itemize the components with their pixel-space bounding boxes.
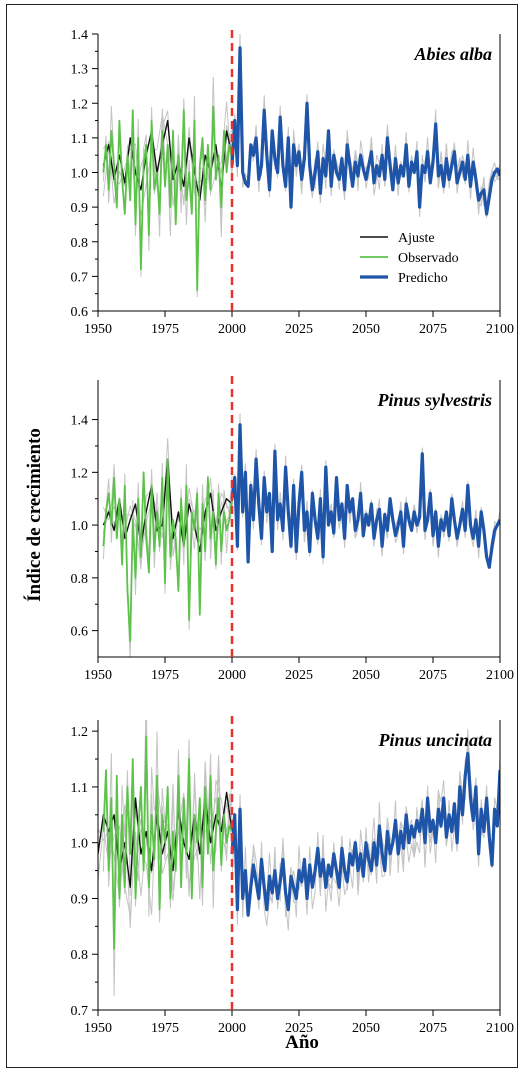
- series-lines: [102, 46, 500, 292]
- y-tick-label: 0.7: [71, 1004, 89, 1019]
- x-tick-label: 1950: [84, 1021, 112, 1036]
- y-tick-label: 1.0: [71, 167, 89, 182]
- ensemble-line: [98, 761, 233, 916]
- legend-label-observado: Observado: [398, 251, 459, 266]
- y-tick-label: 1.1: [71, 781, 89, 796]
- ensemble-line: [102, 720, 233, 926]
- legend: Ajuste Observado Predicho: [360, 231, 459, 286]
- y-tick-label: 1.1: [71, 132, 89, 147]
- series-line-observado: [102, 458, 233, 643]
- x-tick-label: 2100: [486, 1021, 514, 1036]
- chart-title: Abies alba: [413, 44, 492, 64]
- y-tick-label: 0.9: [71, 892, 89, 907]
- y-axis-label: Índice de crecimiento: [23, 428, 45, 602]
- legend-label-predicho: Predicho: [398, 271, 448, 286]
- x-tick-label: 1975: [151, 668, 179, 683]
- x-tick-label: 2025: [285, 668, 313, 683]
- x-tick-label: 2050: [352, 322, 380, 337]
- series-line-predicho: [230, 46, 500, 216]
- series-lines: [102, 423, 500, 643]
- x-tick-label: 2050: [352, 1021, 380, 1036]
- x-tick-label: 2025: [285, 1021, 313, 1036]
- x-axis-label: Año: [285, 1032, 319, 1053]
- series-line-observado: [102, 105, 233, 292]
- chart-panel-3: 0.7 0.8 0.9 1.0 1.1 1.2 1950 1975 2000 2025 2050 20…: [71, 716, 514, 1036]
- series-line-observado: [102, 735, 233, 950]
- x-tick-label: 2075: [419, 1021, 447, 1036]
- x-tick-label: 2100: [486, 668, 514, 683]
- x-tick-label: 1975: [151, 322, 179, 337]
- x-tick-label: 1950: [84, 322, 112, 337]
- chart-title: Pinus sylvestris: [376, 390, 492, 410]
- y-tick-label: 1.0: [71, 837, 89, 852]
- y-tick-label: 1.4: [71, 28, 89, 43]
- x-tick-label: 2000: [218, 1021, 246, 1036]
- y-tick-label: 0.6: [71, 305, 89, 320]
- x-tick-label: 2100: [486, 322, 514, 337]
- y-tick-label: 1.2: [71, 97, 89, 112]
- x-tick-label: 1950: [84, 668, 112, 683]
- y-tick-label: 1.0: [71, 519, 89, 534]
- series-lines: [98, 735, 500, 950]
- y-tick-label: 0.8: [71, 948, 89, 963]
- y-tick-label: 0.6: [71, 625, 89, 640]
- y-tick-label: 0.8: [71, 236, 89, 251]
- y-tick-label: 0.7: [71, 270, 89, 285]
- series-line-predicho: [230, 751, 500, 917]
- y-tick-label: 1.4: [71, 414, 89, 429]
- chart-panel-2: 0.6 0.8 1.0 1.2 1.4 1950 1975 2000 2025 2050 2075 2…: [71, 376, 514, 683]
- x-tick-label: 2000: [218, 322, 246, 337]
- x-tick-label: 2000: [218, 668, 246, 683]
- chart-title: Pinus uncinata: [377, 730, 492, 750]
- legend-label-ajuste: Ajuste: [398, 231, 435, 246]
- y-tick-label: 0.8: [71, 572, 89, 587]
- x-tick-label: 2075: [419, 668, 447, 683]
- y-tick-label: 1.3: [71, 63, 89, 78]
- x-tick-label: 1975: [151, 1021, 179, 1036]
- chart-panel-1: 0.6 0.7 0.8 0.9 1.0 1.1 1.2 1.3 1.4 1950 1975 2000 2…: [71, 28, 515, 337]
- figure-frame: [6, 4, 518, 1068]
- y-tick-label: 0.9: [71, 201, 89, 216]
- series-line-predicho: [230, 423, 500, 569]
- x-tick-label: 2075: [419, 322, 447, 337]
- y-tick-label: 1.2: [71, 725, 89, 740]
- x-tick-label: 2050: [352, 668, 380, 683]
- x-tick-label: 2025: [285, 322, 313, 337]
- y-tick-label: 1.2: [71, 466, 89, 481]
